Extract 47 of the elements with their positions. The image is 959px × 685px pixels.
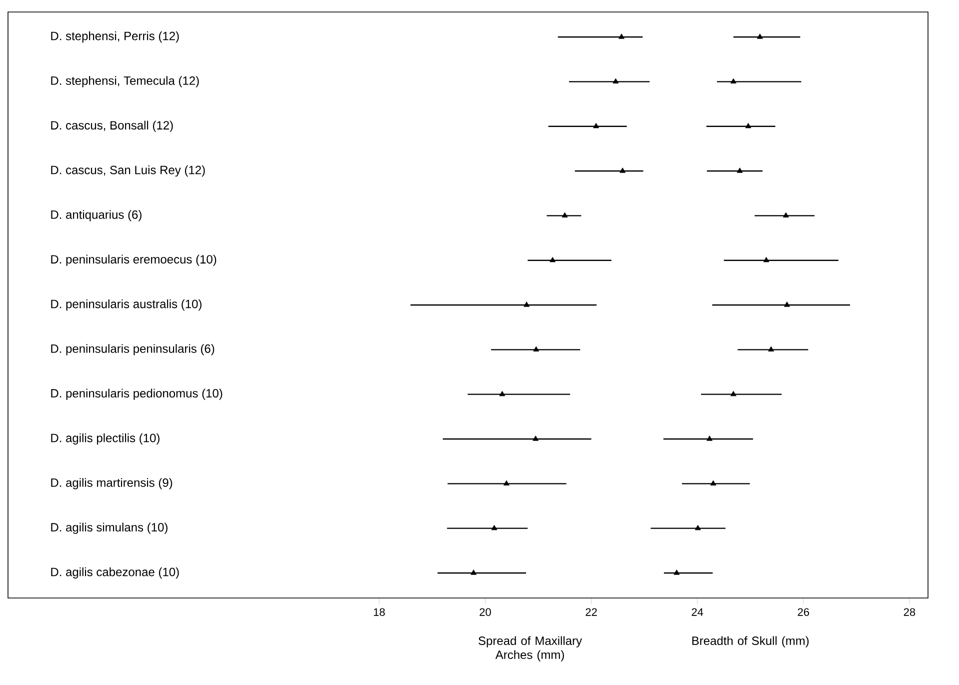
x-tick-label: 28 [904, 608, 916, 616]
point [618, 34, 624, 39]
point [745, 122, 752, 128]
point [756, 34, 763, 39]
y-tick-label: D. stephensi, Perris (12) [51, 31, 179, 43]
point [532, 436, 539, 441]
y-tick-label: D. peninsularis eremoecus (10) [51, 254, 216, 266]
text: Breadth of Skull (mm) [692, 636, 809, 648]
point [503, 480, 510, 486]
point [620, 168, 626, 173]
point [499, 390, 506, 396]
point [674, 570, 680, 575]
y-tick-label: D. agilis simulans (10) [51, 522, 168, 534]
point [730, 78, 736, 84]
x-tick-label: 26 [798, 608, 810, 616]
y-tick-label: D. stephensi, Temecula (12) [51, 76, 199, 88]
point [730, 390, 736, 396]
point [763, 256, 770, 262]
y-tick-label: D. cascus, Bonsall (12) [51, 120, 173, 132]
x-tick-label: 20 [480, 608, 491, 616]
point [782, 212, 789, 218]
point [710, 480, 716, 486]
point [550, 256, 556, 262]
point [593, 122, 600, 128]
x-tick-label: 24 [692, 608, 704, 616]
y-tick-label: D. cascus, San Luis Rey (12) [51, 165, 205, 177]
point [491, 524, 498, 530]
y-tick-label: D. antiquarius (6) [51, 210, 142, 222]
y-tick-label: D. peninsularis australis (10) [51, 299, 202, 311]
text: Spread of Maxillary Arches (mm) [478, 636, 582, 662]
point [784, 302, 790, 307]
y-tick-label: D. peninsularis peninsularis (6) [51, 344, 214, 356]
y-tick-label: D. peninsularis pedionomus (10) [51, 388, 222, 400]
point [533, 346, 540, 352]
y-tick-label: D. agilis plectilis (10) [51, 433, 160, 445]
point [612, 78, 619, 84]
point [562, 212, 568, 218]
y-tick-label: D. agilis martirensis (9) [51, 478, 172, 490]
point [768, 346, 774, 352]
x-tick-label: 18 [374, 608, 385, 616]
point [470, 570, 477, 575]
point [736, 168, 743, 173]
point [694, 524, 701, 530]
y-tick-label: D. agilis cabezonae (10) [51, 567, 179, 579]
point [706, 436, 713, 441]
point [524, 302, 530, 307]
x-tick-label: 22 [586, 608, 597, 616]
